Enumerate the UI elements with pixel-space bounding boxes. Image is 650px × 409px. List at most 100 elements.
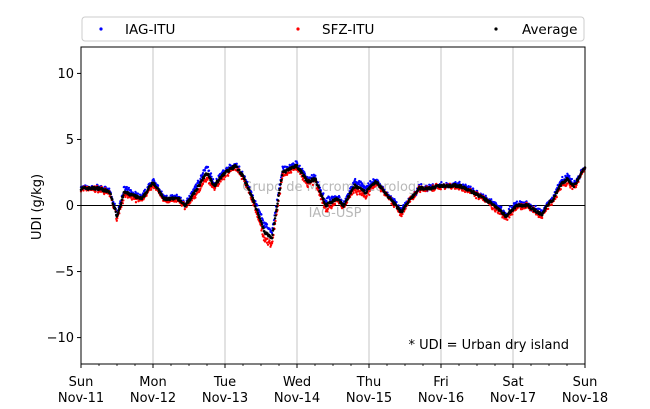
sfz-itu-point [511,213,514,216]
average-point [253,201,256,204]
y-axis: −10 −5 0 5 10 [47,67,81,346]
average-point [238,168,241,172]
sfz-itu-point [559,187,562,191]
average-point [365,190,369,194]
iag-itu-point [203,169,207,172]
sfz-itu-point [199,187,202,190]
average-point [273,221,276,225]
average-point [554,194,557,197]
x-tick-date-label: Nov-16 [418,391,464,406]
sfz-itu-point [311,183,314,187]
iag-itu-point [328,196,331,199]
sfz-itu-point [198,189,202,192]
x-tick-date-label: Nov-15 [346,391,392,406]
average-point [117,211,120,214]
x-tick-day-label: Tue [213,375,236,390]
average-point [529,205,532,208]
average-point [209,177,213,181]
average-point [258,217,262,220]
average-point [317,186,321,189]
sfz-itu-point [508,216,511,219]
average-point [575,181,578,185]
iag-itu-point [301,167,304,171]
iag-itu-point [123,185,126,189]
average-point [190,196,193,200]
series-average [79,163,587,240]
legend-marker-iag-itu [99,27,103,31]
iag-itu-point [322,192,325,195]
sfz-itu-point [222,178,226,181]
average-point [275,205,279,208]
average-point [270,237,274,240]
iag-itu-point [201,171,205,175]
average-point [143,195,146,198]
x-tick-date-label: Nov-18 [562,391,608,406]
average-point [314,178,318,182]
iag-itu-point [534,204,537,208]
average-point [342,205,345,208]
average-point [276,202,279,205]
average-point [434,186,437,190]
average-point [256,211,260,215]
average-point [386,193,389,197]
sfz-itu-point [271,240,274,243]
y-tick-label: 10 [57,67,74,82]
sfz-itu-point [368,189,371,193]
x-tick-day-label: Sun [69,375,94,390]
legend-box [81,16,585,42]
average-point [219,177,223,180]
average-point [543,209,546,212]
iag-itu-point [484,194,487,197]
iag-itu-point [260,213,263,216]
average-point [260,221,263,224]
iag-itu-point [194,183,198,186]
sfz-itu-point [356,193,359,196]
average-point [246,184,249,187]
average-point [384,191,388,195]
average-point [376,181,380,184]
iag-itu-point [508,205,512,208]
sfz-itu-point [326,207,330,211]
average-point [227,170,231,173]
sfz-itu-point [204,180,208,183]
average-point [201,178,204,182]
sfz-itu-point [333,202,337,206]
average-point [121,196,125,199]
average-point [193,192,196,195]
sfz-itu-point [550,203,553,206]
iag-itu-point [108,187,111,190]
average-point [122,194,125,197]
average-point [248,188,251,192]
x-tick-day-label: Fri [433,375,449,390]
iag-itu-point [206,165,210,169]
iag-itu-point [367,182,370,185]
y-tick-label: −5 [55,265,74,280]
watermark-line-2: IAG-USP [309,206,362,221]
legend-label-average: Average [522,22,577,38]
average-point [242,174,245,178]
legend: IAG-ITU SFZ-ITU Average [81,16,585,42]
iag-itu-point [561,175,564,179]
iag-itu-point [210,175,213,178]
average-point [110,198,114,201]
average-point [235,165,239,169]
iag-itu-point [354,177,357,181]
iag-itu-point [165,194,168,197]
x-tick-date-label: Nov-13 [202,391,248,406]
sfz-itu-point [547,207,550,211]
average-point [315,180,318,184]
x-tick-date-label: Nov-14 [274,391,320,406]
sfz-itu-point [368,193,371,197]
y-tick-label: 5 [66,133,74,148]
average-point [275,208,278,211]
iag-itu-point [127,186,131,190]
sfz-itu-point [555,195,558,199]
sfz-itu-point [400,214,403,218]
sfz-itu-point [506,218,509,221]
iag-itu-point [440,180,443,184]
average-point [273,217,277,220]
x-tick-date-label: Nov-11 [58,391,104,406]
sfz-itu-point [213,186,217,190]
x-tick-day-label: Wed [283,375,311,390]
iag-itu-point [515,200,519,203]
